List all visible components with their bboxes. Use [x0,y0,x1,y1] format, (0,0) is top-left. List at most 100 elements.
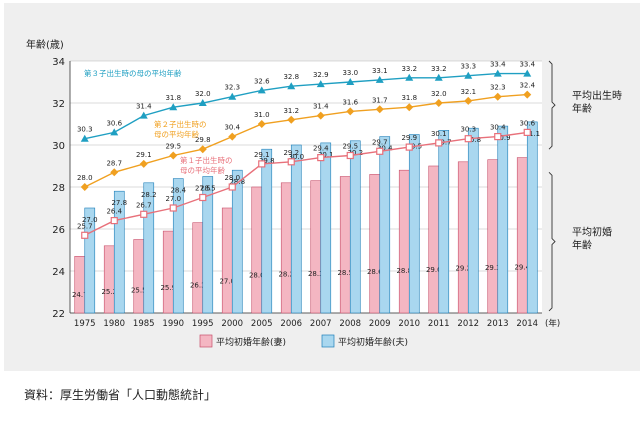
x-axis-unit: (年) [545,318,560,329]
bar [172,178,184,314]
x-tick-label: 2007 [310,319,332,329]
chart-frame: 22 24 26 28 30 32 34 年齢(歳) 1975 1980 1985 1990 1995 2… [4,3,640,371]
x-tick-label: 2013 [487,319,509,329]
line-value-label: 32.0 [431,90,447,98]
line-point [434,73,443,81]
bar [202,176,214,314]
bar [74,256,86,314]
line-value-label: 27.5 [195,185,211,193]
line-value-label: 30.3 [460,126,476,134]
line-point [287,115,296,124]
bar-value-label: 25.2 [101,288,117,296]
bar-value-label: 29.2 [455,265,471,273]
line-point [139,111,148,119]
line-value-label: 32.9 [313,71,329,79]
legend-label: 平均初婚年齢(夫) [338,336,408,348]
line-value-label: 26.7 [136,201,152,209]
line-point [287,158,295,166]
x-tick-label: 2008 [339,319,361,329]
line-value-label: 31.4 [313,103,329,111]
bar-value-label: 29.0 [426,266,442,274]
bar-value-label: 30.2 [347,149,363,157]
line-point [198,145,207,154]
x-tick-label: 2012 [457,319,479,329]
line-point [110,168,119,177]
line-point [110,217,118,225]
y-tick-label: 34 [52,57,65,68]
bar [310,180,322,314]
line-point [110,128,119,136]
line-value-label: 30.4 [224,124,240,132]
bar [113,190,125,314]
bar-value-label: 28.8 [396,267,412,275]
bar [526,121,538,314]
line-point [464,135,472,143]
source-note: 資料：厚生労働省「人口動態統計」 [24,388,217,402]
line-point [523,128,531,137]
bar-value-label: 30.4 [377,145,393,153]
bar-value-label: 31.1 [524,130,540,138]
line-value-label: 29.1 [136,151,152,159]
line-value-label: 29.1 [254,151,270,159]
line-point [80,183,89,191]
line-value-label: 27.0 [165,195,181,203]
bar-value-label: 29.4 [514,263,530,271]
bar-value-label: 28.5 [337,269,353,277]
line-point [375,75,384,83]
x-tick-label: 2011 [428,319,450,329]
line-point [435,139,443,147]
bracket-label: 平均出生時 [572,89,622,102]
chart: 22 24 26 28 30 32 34 年齢(歳) 1975 1980 1985 1990 1995 2… [26,38,622,348]
bar-value-label: 28.0 [249,272,265,280]
bar [487,159,499,314]
line-point [317,154,325,162]
bar-value-label: 30.0 [288,153,304,161]
bar [280,182,292,314]
bar-value-label: 27.0 [219,278,235,286]
bar-value-label: 29.3 [485,264,501,272]
line-value-label: 33.2 [401,65,417,73]
line-value-label: 31.6 [342,98,358,106]
line-point [198,99,207,106]
y-tick-label: 24 [52,267,65,278]
bar-value-label: 28.5 [200,185,216,193]
legend-swatch [321,334,335,348]
x-tick-label: 2006 [280,319,302,329]
x-tick-label: 1975 [74,319,96,329]
x-tick-label: 1990 [162,319,184,329]
bar-value-label: 26.3 [190,282,206,290]
line-value-label: 31.7 [372,96,388,104]
x-tick-label: 1980 [103,319,125,329]
line-point [169,204,177,212]
line-point [316,80,325,88]
bar-value-label: 28.3 [308,270,324,278]
series-line [84,72,528,140]
line-value-label: 32.3 [490,84,506,92]
line-value-label: 31.0 [254,111,270,119]
legend-label: 平均初婚年齢(妻) [216,336,286,348]
line-point [169,151,178,160]
bracket-label: 平均初婚 [572,226,612,239]
line-value-label: 26.4 [106,208,122,216]
line-point [257,120,266,128]
bar [516,157,528,314]
bar [497,125,509,314]
y-tick-label: 30 [52,141,65,152]
line-value-label: 32.8 [283,73,299,81]
bar-value-label: 28.2 [278,271,294,279]
y-axis-label: 年齢(歳) [26,38,64,51]
line-point [523,69,532,77]
line-value-label: 25.7 [77,222,93,230]
line-point [228,92,237,100]
line-point [494,133,502,141]
line-point [346,107,355,116]
bar-value-label: 27.8 [111,199,127,207]
line-point [257,86,266,94]
bar [408,134,420,314]
series-annotation: 母の平均年齢 [180,165,225,175]
bar [231,169,243,314]
line-value-label: 29.9 [401,134,417,142]
line-value-label: 29.7 [372,138,388,146]
bar [457,161,469,314]
line-point [375,105,384,114]
